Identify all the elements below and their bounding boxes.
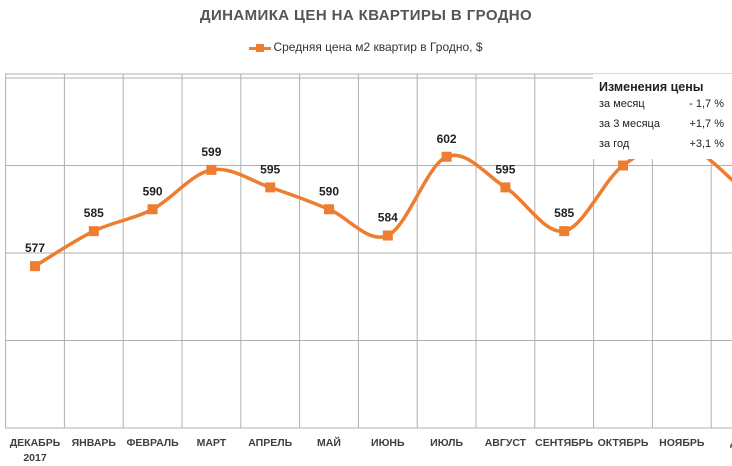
price-change-value: - 1,7 % (689, 98, 724, 110)
x-tick-label: ДЕК (730, 437, 732, 449)
x-tick-label: ИЮНЬ (371, 437, 405, 449)
price-change-row: за год +3,1 % (593, 134, 732, 154)
data-label: 577 (25, 241, 45, 255)
data-point (265, 182, 276, 193)
data-label: 599 (201, 145, 221, 159)
price-changes-title: Изменения цены (599, 80, 704, 94)
legend-label: Средняя цена м2 квартир в Гродно, $ (273, 40, 483, 54)
data-label: 590 (319, 184, 339, 198)
x-tick-label: ФЕВРАЛЬ (126, 437, 179, 449)
data-label: 595 (260, 162, 280, 176)
legend-swatch (249, 43, 272, 53)
x-tick-label: АПРЕЛЬ (248, 437, 292, 449)
x-tick-label: АВГУСТ (485, 437, 527, 449)
data-point (382, 230, 393, 241)
x-tick-label: НОЯБРЬ (659, 437, 705, 449)
data-point (500, 182, 511, 193)
data-point (147, 204, 158, 215)
price-change-value: +1,7 % (689, 118, 724, 130)
x-tick-label: ДЕКАБРЬ (10, 437, 61, 449)
legend: Средняя цена м2 квартир в Гродно, $ (0, 40, 732, 54)
x-tick-label: МАРТ (197, 437, 227, 449)
price-change-value: +3,1 % (689, 138, 724, 150)
data-point (618, 160, 628, 171)
data-label: 585 (84, 206, 104, 220)
chart-title: ДИНАМИКА ЦЕН НА КВАРТИРЫ В ГРОДНО (199, 7, 533, 24)
data-point (206, 164, 217, 175)
data-label: 584 (378, 211, 398, 225)
data-label: 595 (495, 162, 515, 176)
x-tick-label: ИЮЛЬ (430, 437, 463, 449)
price-change-row: за 3 месяца +1,7 % (593, 114, 732, 134)
data-point (30, 261, 40, 272)
data-point (88, 226, 99, 237)
x-tick-label: ЯНВАРЬ (72, 437, 117, 449)
x-tick-label-year: 2017 (23, 452, 47, 464)
data-label: 590 (143, 184, 163, 198)
x-tick-label: ОКТЯБРЬ (598, 437, 649, 449)
x-tick-label: МАЙ (317, 436, 341, 449)
data-label: 602 (437, 132, 457, 146)
price-change-label: за год (599, 138, 630, 150)
data-point (324, 204, 334, 215)
price-changes-panel: Изменения цены за месяц - 1,7 % за 3 мес… (593, 74, 732, 159)
data-label: 585 (554, 206, 574, 220)
price-change-row: за месяц - 1,7 % (593, 94, 732, 114)
data-point (441, 151, 452, 162)
price-change-label: за 3 месяца (599, 118, 660, 130)
data-point (559, 226, 570, 237)
price-change-label: за месяц (599, 98, 645, 110)
x-tick-label: СЕНТЯБРЬ (535, 437, 594, 449)
